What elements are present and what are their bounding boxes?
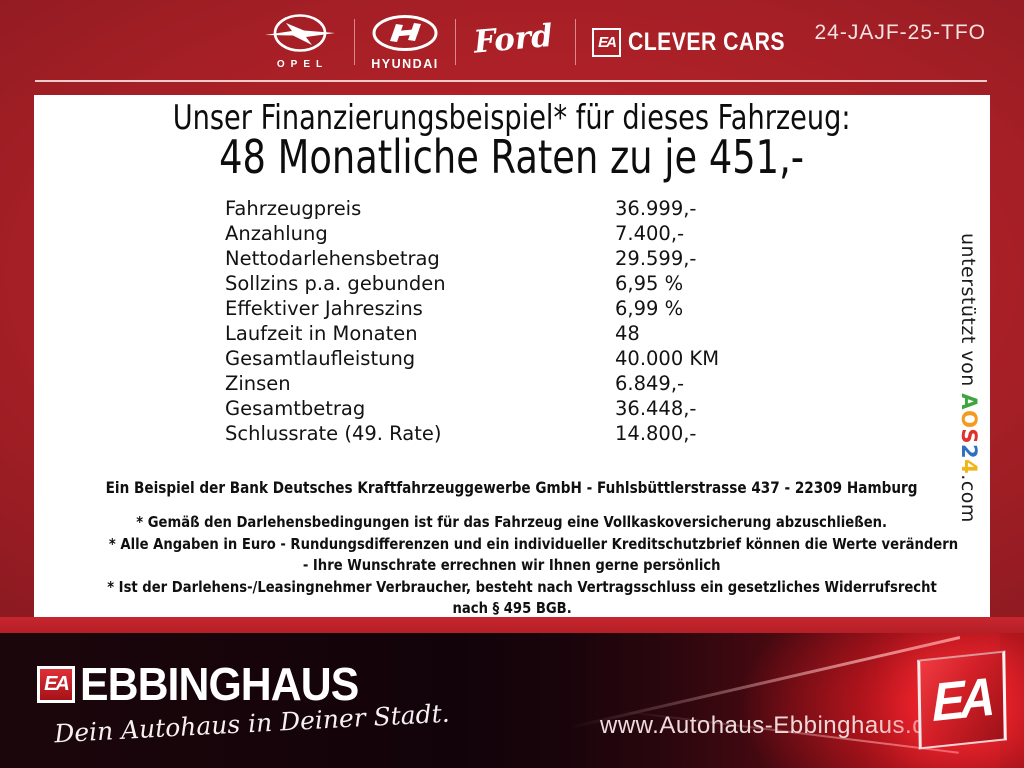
ebbinghaus-ea-badge: EA bbox=[37, 666, 75, 703]
row-label: Fahrzeugpreis bbox=[225, 197, 362, 220]
row-label: Gesamtlaufleistung bbox=[225, 347, 416, 370]
table-row: Effektiver Jahreszins 6,99 % bbox=[225, 296, 719, 321]
finance-title: Unser Finanzierungsbeispiel* für dieses … bbox=[173, 98, 851, 138]
row-value: 6,95 % bbox=[615, 272, 684, 295]
red-separator-band bbox=[0, 617, 1024, 633]
hyundai-wordmark: HYUNDAI bbox=[371, 56, 439, 71]
row-label: Gesamtbetrag bbox=[225, 397, 366, 420]
ford-script-wordmark: Ford bbox=[472, 17, 555, 61]
clever-cars-wordmark: CLEVER CARS bbox=[628, 27, 785, 56]
row-label: Sollzins p.a. gebunden bbox=[225, 272, 446, 295]
opel-logo: OPEL bbox=[262, 14, 338, 70]
website-url: www.Autohaus-Ebbinghaus.de bbox=[600, 712, 940, 739]
row-value: 29.599,- bbox=[615, 247, 697, 270]
red-glow-effect bbox=[0, 633, 1024, 768]
table-row: Zinsen 6.849,- bbox=[225, 371, 719, 396]
dealer-name: EBBINGHAUS bbox=[80, 658, 359, 710]
footnote-line: - Ihre Wunschrate errechnen wir Ihnen ge… bbox=[303, 556, 721, 574]
row-value: 7.400,- bbox=[615, 222, 685, 245]
row-label: Anzahlung bbox=[225, 222, 328, 245]
supported-by-vertical-text: unterstützt von AOS24.com bbox=[957, 233, 981, 523]
finance-panel: Unser Finanzierungsbeispiel* für dieses … bbox=[34, 95, 990, 617]
row-value: 48 bbox=[615, 322, 640, 345]
aos24-logo: AOS24 bbox=[957, 393, 981, 475]
row-value: 6.849,- bbox=[615, 372, 685, 395]
ea-monogram-icon: EA bbox=[592, 27, 621, 57]
supported-by-label: unterstützt von bbox=[957, 233, 979, 394]
row-value: 36.999,- bbox=[615, 197, 697, 220]
ea-monogram-icon: EA bbox=[40, 669, 72, 700]
hyundai-logo: HYUNDAI bbox=[371, 14, 439, 71]
footnote-line: * Alle Angaben in Euro - Rundungsdiffere… bbox=[108, 534, 959, 553]
row-label: Nettodarlehensbetrag bbox=[225, 247, 440, 270]
bank-disclaimer: Ein Beispiel der Bank Deutsches Kraftfah… bbox=[106, 478, 918, 497]
row-value: 14.800,- bbox=[615, 422, 697, 445]
ea-monogram-icon: EA bbox=[932, 666, 992, 734]
table-row: Nettodarlehensbetrag 29.599,- bbox=[225, 246, 719, 271]
row-value: 6,99 % bbox=[615, 297, 684, 320]
table-row: Schlussrate (49. Rate) 14.800,- bbox=[225, 421, 719, 446]
row-label: Effektiver Jahreszins bbox=[225, 297, 423, 320]
row-label: Schlussrate (49. Rate) bbox=[225, 422, 442, 445]
hyundai-h-icon bbox=[371, 14, 439, 56]
brand-logo-bar: OPEL HYUNDAI Ford EA CLEVER CARS bbox=[262, 12, 813, 72]
finance-subtitle: 48 Monatliche Raten zu je 451,- bbox=[219, 130, 805, 184]
table-row: Anzahlung 7.400,- bbox=[225, 221, 719, 246]
vehicle-reference-code: 24-JAJF-25-TFO bbox=[814, 21, 986, 44]
opel-wordmark: OPEL bbox=[276, 59, 329, 70]
ford-logo: Ford bbox=[472, 18, 559, 63]
footnote-line: * Gemäß den Darlehensbedingungen ist für… bbox=[136, 513, 888, 531]
footnote-line: * Ist der Darlehens-/Leasingnehmer Verbr… bbox=[107, 577, 937, 596]
table-row: Fahrzeugpreis 36.999,- bbox=[225, 196, 719, 221]
table-row: Laufzeit in Monaten 48 bbox=[225, 321, 719, 346]
table-row: Sollzins p.a. gebunden 6,95 % bbox=[225, 271, 719, 296]
brand-divider bbox=[455, 19, 456, 65]
table-row: Gesamtbetrag 36.448,- bbox=[225, 396, 719, 421]
dealer-footer: EA EBBINGHAUS Dein Autohaus in Deiner St… bbox=[0, 633, 1024, 768]
clever-cars-logo: EA CLEVER CARS bbox=[592, 27, 813, 57]
table-row: Gesamtlaufleistung 40.000 KM bbox=[225, 346, 719, 371]
row-value: 36.448,- bbox=[615, 397, 697, 420]
footnote-line: nach § 495 BGB. bbox=[452, 599, 572, 617]
footnotes-block: * Gemäß den Darlehensbedingungen ist für… bbox=[34, 512, 990, 620]
header-divider-line bbox=[35, 80, 987, 82]
row-label: Zinsen bbox=[225, 372, 291, 395]
aos24-domain-suffix: .com bbox=[957, 474, 979, 523]
ea-glow-pane: EA bbox=[917, 650, 1007, 750]
brand-divider bbox=[575, 19, 576, 65]
finance-table: Fahrzeugpreis 36.999,- Anzahlung 7.400,-… bbox=[225, 196, 719, 446]
opel-blitz-icon bbox=[262, 14, 338, 58]
brand-divider bbox=[354, 19, 355, 65]
row-label: Laufzeit in Monaten bbox=[225, 322, 418, 345]
row-value: 40.000 KM bbox=[615, 347, 720, 370]
